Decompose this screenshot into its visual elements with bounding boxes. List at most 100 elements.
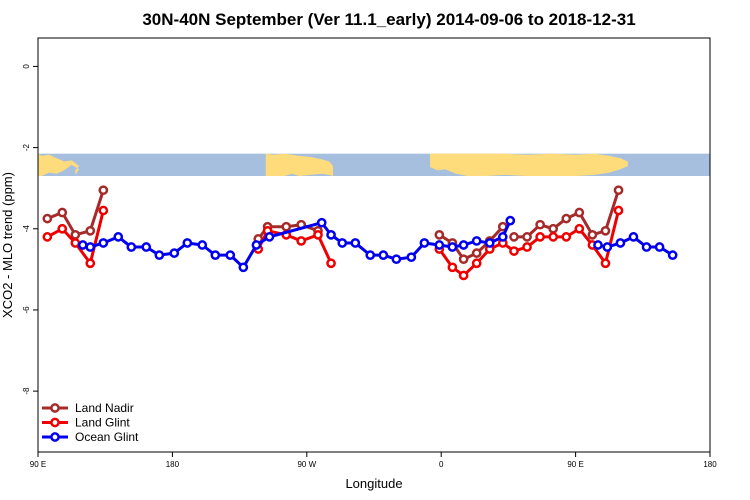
land-glint-point (471, 258, 482, 269)
land-glint-point (548, 232, 559, 242)
legend-marker-land-glint (50, 417, 60, 428)
land-nadir-point (600, 225, 611, 236)
ocean-glint-point (225, 250, 236, 260)
ocean-glint-point (85, 242, 96, 252)
land-glint-point (535, 232, 545, 242)
ocean-glint-point (264, 232, 275, 242)
x-tick-label: 90 W (297, 460, 316, 469)
ocean-glint-point (126, 242, 137, 252)
ocean-glint-point (197, 240, 208, 250)
land-nadir-point (613, 185, 624, 196)
map-land-2 (265, 153, 333, 176)
ocean-glint-point (77, 240, 88, 250)
x-tick-label: 180 (166, 460, 180, 469)
ocean-glint-point (471, 236, 482, 246)
chart-title: 30N-40N September (Ver 11.1_early) 2014-… (142, 10, 635, 29)
legend-marker-land-nadir (50, 403, 60, 413)
y-axis: 0 -2 -4 -6 -8 (22, 64, 38, 395)
land-nadir-point (509, 232, 519, 242)
ocean-glint-point (316, 217, 327, 228)
x-tick-label: 90 E (30, 460, 46, 469)
land-nadir-point (85, 225, 96, 236)
land-nadir-point (548, 223, 559, 234)
legend-label-ocean-glint: Ocean Glint (75, 430, 139, 444)
land-glint-point (574, 223, 585, 234)
land-nadir-point (574, 207, 585, 218)
x-tick-label: 0 (439, 460, 444, 469)
ocean-glint-point (154, 250, 165, 260)
ocean-glint-point (505, 215, 516, 226)
y-tick-label: -6 (22, 306, 31, 314)
ocean-glint-point (391, 254, 402, 265)
land-glint-point (85, 258, 96, 269)
x-axis-label: Longitude (345, 476, 402, 491)
land-nadir-point (281, 221, 292, 232)
land-glint-point (42, 232, 53, 242)
ocean-glint-point (593, 240, 603, 250)
land-glint-point (458, 270, 469, 281)
land-nadir-point (42, 213, 53, 224)
land-glint-point (509, 246, 519, 256)
ocean-glint-point (113, 232, 124, 242)
ocean-glint-point (182, 238, 193, 248)
ocean-glint-point (378, 250, 389, 260)
plot-series (42, 185, 678, 281)
land-nadir-point (471, 248, 482, 258)
map-land-3 (430, 153, 628, 176)
land-glint-point (70, 238, 81, 248)
plot-frame (37, 37, 711, 453)
land-glint-point (326, 258, 336, 269)
legend-label-land-glint: Land Glint (75, 416, 130, 430)
land-nadir-point (98, 185, 109, 196)
ocean-glint-point (169, 248, 180, 258)
ocean-glint-point (326, 230, 336, 240)
ocean-glint-point (434, 240, 445, 250)
ocean-glint-point (365, 250, 376, 260)
ocean-glint-point (654, 242, 665, 252)
map-land-1 (38, 153, 80, 176)
land-nadir-point (587, 230, 598, 240)
y-tick-label: -8 (22, 387, 31, 395)
land-nadir-point (535, 219, 545, 230)
ocean-glint-point (628, 232, 639, 242)
y-axis-label: XCO2 - MLO trend (ppm) (0, 172, 15, 318)
ocean-glint-point (210, 250, 221, 260)
ocean-glint-point (602, 242, 613, 252)
land-nadir-point (57, 207, 68, 218)
legend-marker-ocean-glint (50, 432, 60, 442)
y-tick-label: -2 (22, 143, 31, 151)
ocean-glint-point (447, 242, 458, 252)
ocean-glint-point (406, 252, 417, 263)
x-axis: 90 E 180 90 W 0 90 E 180 (30, 452, 717, 469)
y-tick-label: -4 (22, 225, 31, 233)
land-glint-point (313, 230, 323, 240)
ocean-glint-point (458, 240, 469, 250)
x-tick-label: 180 (703, 460, 717, 469)
ocean-glint-point (251, 240, 262, 250)
legend-label-land-nadir: Land Nadir (75, 401, 134, 415)
land-nadir-point (561, 213, 572, 224)
y-tick-label: 0 (22, 64, 31, 69)
land-glint-point (296, 236, 307, 246)
land-glint-point (561, 232, 572, 242)
ocean-glint-point (615, 238, 626, 248)
land-glint-point (600, 258, 611, 269)
ocean-glint-point (641, 242, 652, 252)
land-glint-point (522, 242, 532, 252)
ocean-glint-point (337, 238, 348, 248)
ocean-glint-point (419, 238, 430, 248)
ocean-glint-point (484, 238, 495, 248)
land-glint-point (613, 205, 624, 216)
ocean-glint-point (98, 238, 109, 248)
x-tick-label: 90 E (567, 460, 583, 469)
world-map-band (38, 153, 710, 176)
ocean-glint-point (350, 238, 361, 248)
land-nadir-point (434, 230, 445, 240)
land-nadir-point (458, 254, 469, 265)
ocean-glint-point (667, 250, 678, 260)
ocean-glint-point (238, 262, 249, 273)
land-glint-point (447, 262, 458, 273)
land-glint-point (98, 205, 109, 216)
